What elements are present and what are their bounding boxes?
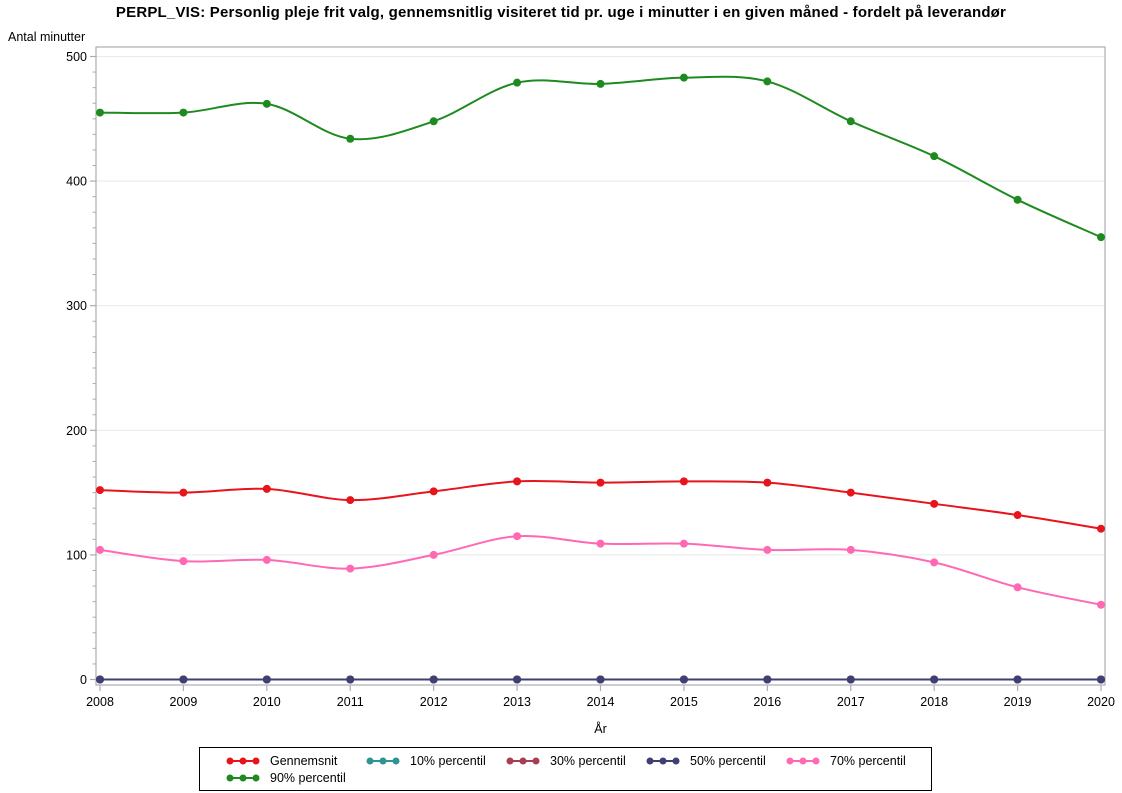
chart-title: PERPL_VIS: Personlig pleje frit valg, ge…: [115, 4, 1007, 21]
data-point: [1013, 675, 1022, 684]
data-point: [96, 545, 104, 554]
legend-item-30-percentil: 30% percentil: [505, 752, 645, 769]
data-point: [679, 675, 688, 684]
y-tick-label: 400: [66, 175, 87, 189]
data-point: [596, 539, 605, 548]
y-tick-label: 200: [66, 424, 87, 438]
data-point: [1097, 675, 1105, 684]
data-point: [262, 484, 271, 493]
legend-label: 50% percentil: [690, 753, 766, 768]
legend-marker-icon: [226, 757, 260, 764]
x-tick-label: 2020: [1087, 695, 1115, 709]
data-point: [179, 557, 188, 566]
data-point: [346, 564, 355, 573]
data-point: [96, 108, 104, 117]
y-tick-label: 0: [80, 673, 87, 687]
legend-item-70-percentil: 70% percentil: [785, 752, 925, 769]
legend-label: 90% percentil: [270, 770, 346, 785]
legend-label: 30% percentil: [550, 753, 626, 768]
legend-marker-icon: [646, 757, 680, 764]
data-point: [429, 487, 438, 496]
data-point: [846, 117, 855, 126]
data-point: [513, 477, 522, 486]
data-point: [96, 486, 104, 495]
data-point: [596, 79, 605, 88]
x-tick-label: 2013: [503, 695, 531, 709]
data-point: [429, 117, 438, 126]
y-tick-label: 500: [66, 50, 87, 64]
data-point: [1013, 511, 1022, 520]
data-point: [1097, 600, 1105, 609]
x-tick-label: 2011: [337, 695, 364, 709]
x-tick-label: 2015: [670, 695, 698, 709]
data-point: [96, 675, 104, 684]
data-point: [513, 532, 522, 541]
data-point: [179, 108, 188, 117]
data-point: [262, 555, 271, 564]
data-point: [763, 545, 772, 554]
data-point: [179, 488, 188, 497]
data-point: [930, 675, 939, 684]
data-point: [930, 152, 939, 161]
series-line-gennemsnit: [99, 479, 1102, 530]
data-point: [513, 78, 522, 87]
y-tick-label: 100: [66, 548, 87, 562]
data-point: [763, 77, 772, 86]
data-point: [1013, 583, 1022, 592]
data-point: [763, 478, 772, 487]
data-point: [1013, 195, 1022, 204]
data-point: [429, 675, 438, 684]
data-point: [262, 675, 271, 684]
data-point: [679, 539, 688, 548]
data-point: [596, 478, 605, 487]
data-point: [262, 99, 271, 108]
x-tick-label: 2009: [170, 695, 198, 709]
data-point: [1097, 524, 1105, 533]
data-point: [846, 545, 855, 554]
data-point: [763, 675, 772, 684]
x-tick-label: 2008: [86, 695, 114, 709]
data-point: [513, 675, 522, 684]
legend-marker-icon: [786, 757, 820, 764]
x-tick-label: 2017: [837, 695, 865, 709]
plot-area: 0 100 200 300 400 500 2008 2009 2010 2011 2012 2013…: [66, 46, 1115, 709]
x-tick-label: 2019: [1004, 695, 1032, 709]
legend-marker-icon: [366, 757, 400, 764]
legend: Gennemsnit 10% percentil 30% percentil 50% …: [199, 747, 932, 791]
data-point: [846, 488, 855, 497]
legend-marker-icon: [226, 774, 260, 781]
data-point: [346, 496, 355, 505]
legend-label: 70% percentil: [830, 753, 906, 768]
y-tick-label: 300: [66, 299, 87, 313]
legend-label: 10% percentil: [410, 753, 486, 768]
legend-item-90-percentil: 90% percentil: [225, 769, 365, 786]
x-axis-title: År: [594, 722, 607, 736]
legend-marker-icon: [506, 757, 540, 764]
legend-item-10-percentil: 10% percentil: [365, 752, 505, 769]
data-point: [596, 675, 605, 684]
x-tick-label: 2010: [253, 695, 281, 709]
x-tick-label: 2018: [920, 695, 948, 709]
data-point: [1097, 233, 1105, 242]
data-point: [346, 675, 355, 684]
y-axis-title: Antal minutter: [8, 30, 86, 44]
legend-item-gennemsnit: Gennemsnit: [225, 752, 365, 769]
x-tick-label: 2014: [587, 695, 615, 709]
data-point: [679, 477, 688, 486]
data-point: [679, 73, 688, 82]
data-point: [846, 675, 855, 684]
x-tick-label: 2012: [420, 695, 448, 709]
x-tick-label: 2016: [753, 695, 781, 709]
data-point: [179, 675, 188, 684]
data-point: [930, 499, 939, 508]
series-line-90-percentil: [99, 75, 1102, 239]
plot-frame: [95, 46, 1106, 686]
legend-item-50-percentil: 50% percentil: [645, 752, 785, 769]
legend-label: Gennemsnit: [270, 753, 338, 768]
data-point: [930, 558, 939, 567]
data-point: [346, 134, 355, 143]
data-point: [429, 550, 438, 559]
